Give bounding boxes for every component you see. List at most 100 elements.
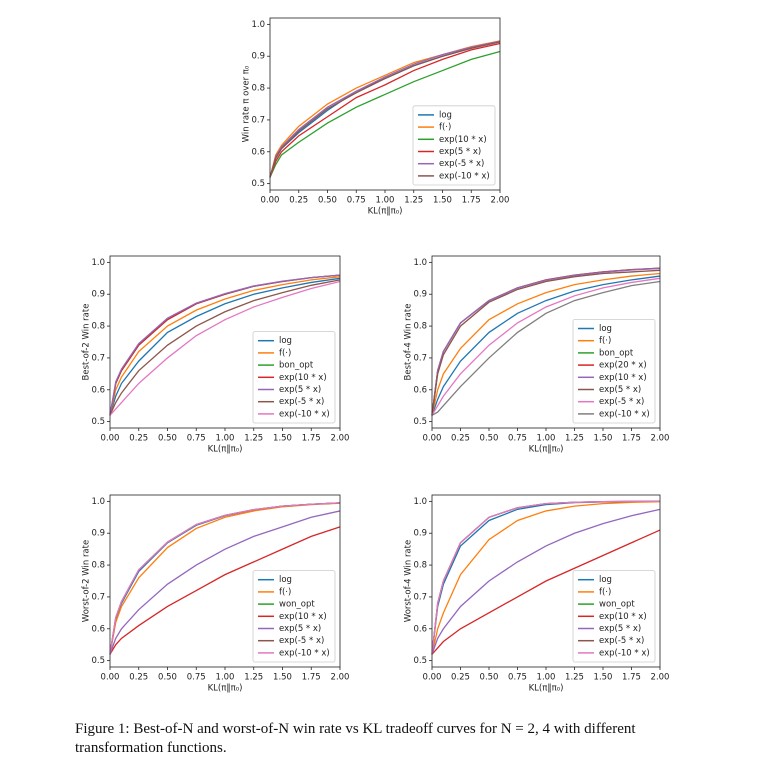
axes-frame: [431, 494, 661, 668]
legend-label: exp(20 * x): [599, 361, 647, 371]
x-tick-label: 0.50: [158, 434, 177, 444]
chart: 0.00 0.25 0.50 0.75 1.00 1.25 1.50 1.75 2.00 0.5 0…: [404, 494, 669, 694]
y-tick-label: 0.7: [91, 353, 105, 363]
x-tick-label: 0.75: [508, 673, 527, 683]
x-tick-label: 0.25: [289, 196, 308, 206]
y-axis-label: Win rate π over π₀: [242, 65, 252, 142]
x-tick-label: 1.25: [244, 434, 263, 444]
y-tick-label: 0.9: [91, 290, 105, 300]
series-line: [431, 277, 661, 416]
series-line: [269, 50, 501, 178]
chart: 0.00 0.25 0.50 0.75 1.00 1.25 1.50 1.75 2.00 0.5 0…: [82, 494, 350, 694]
legend-box: [412, 105, 496, 186]
x-tick-label: 0.50: [318, 196, 337, 206]
x-tick-label: 1.50: [594, 434, 613, 444]
y-tick-label: 0.9: [413, 529, 427, 539]
legend-label: exp(5 * x): [279, 385, 321, 395]
series-line: [109, 280, 341, 416]
legend-label: log: [599, 324, 612, 334]
series-line: [109, 279, 341, 416]
legend-label: exp(-5 * x): [599, 636, 644, 646]
y-tick-label: 0.5: [413, 656, 427, 666]
y-tick-label: 0.6: [413, 385, 427, 395]
y-axis-label: Best-of-2 Win rate: [82, 304, 92, 381]
x-tick-label: 1.75: [302, 673, 321, 683]
x-tick-label: 2.00: [331, 434, 350, 444]
y-tick-label: 1.0: [91, 258, 105, 268]
x-tick-label: 1.25: [244, 673, 263, 683]
x-tick-label: 1.50: [273, 673, 292, 683]
series-line: [109, 526, 341, 655]
legend-label: log: [279, 336, 292, 346]
x-tick-label: 0.00: [261, 196, 280, 206]
x-tick-label: 1.50: [594, 673, 613, 683]
x-tick-label: 0.50: [158, 673, 177, 683]
series-line: [109, 277, 341, 416]
y-axis-label: Worst-of-2 Win rate: [82, 540, 92, 622]
y-tick-label: 0.5: [413, 417, 427, 427]
y-tick-label: 0.7: [413, 353, 427, 363]
x-tick-label: 0.25: [129, 434, 148, 444]
chart: 0.00 0.25 0.50 0.75 1.00 1.25 1.50 1.75 2.00 0.5 0…: [404, 255, 669, 455]
legend-label: won_opt: [599, 600, 635, 610]
figure: 0.00 0.25 0.50 0.75 1.00 1.25 1.50 1.75 2.000.50…: [82, 17, 669, 694]
series-line: [431, 529, 661, 655]
y-tick-label: 0.6: [413, 624, 427, 634]
y-tick-label: 0.8: [251, 84, 265, 94]
y-tick-label: 0.9: [413, 290, 427, 300]
legend-label: exp(10 * x): [439, 135, 487, 145]
series-line: [269, 40, 501, 178]
legend-label: exp(10 * x): [279, 373, 327, 383]
series-line: [109, 276, 341, 416]
series-line: [431, 508, 661, 655]
x-tick-label: 1.00: [216, 434, 235, 444]
x-axis-label: KL(π‖π₀): [208, 684, 243, 694]
series-line: [431, 272, 661, 416]
x-tick-label: 1.00: [376, 196, 395, 206]
series-line: [269, 42, 501, 178]
x-tick-label: 1.75: [302, 434, 321, 444]
series-line: [109, 502, 341, 655]
series-line: [431, 280, 661, 416]
series-line: [269, 41, 501, 178]
series-line: [431, 267, 661, 416]
legend-label: exp(10 * x): [599, 612, 647, 622]
y-tick-label: 0.7: [413, 592, 427, 602]
x-tick-label: 1.25: [565, 434, 584, 444]
x-tick-label: 1.25: [565, 673, 584, 683]
legend-label: f(·): [599, 587, 611, 597]
x-axis-label: KL(π‖π₀): [529, 445, 564, 455]
y-tick-label: 0.8: [413, 322, 427, 332]
x-tick-label: 0.25: [129, 673, 148, 683]
legend-label: exp(-10 * x): [439, 171, 490, 181]
x-axis-label: KL(π‖π₀): [529, 684, 564, 694]
legend-label: exp(-10 * x): [599, 648, 650, 658]
legend-label: log: [599, 575, 612, 585]
x-tick-label: 0.75: [187, 673, 206, 683]
y-tick-label: 0.6: [91, 624, 105, 634]
x-tick-label: 0.25: [451, 434, 470, 444]
y-tick-label: 0.8: [91, 322, 105, 332]
legend-label: bon_opt: [279, 361, 314, 371]
y-tick-label: 0.9: [91, 529, 105, 539]
caption: Figure 1: Best-of-N and worst-of-N win r…: [75, 721, 636, 756]
x-tick-label: 1.75: [462, 196, 481, 206]
chart: 0.00 0.25 0.50 0.75 1.00 1.25 1.50 1.75 2.00 0.5 0…: [242, 17, 509, 217]
y-tick-label: 0.7: [91, 592, 105, 602]
legend-box: [572, 318, 656, 424]
x-tick-label: 0.00: [423, 434, 442, 444]
legend-label: exp(10 * x): [599, 373, 647, 383]
y-tick-label: 0.8: [413, 561, 427, 571]
x-tick-label: 2.00: [331, 673, 350, 683]
axes-frame: [431, 255, 661, 429]
y-tick-label: 0.6: [251, 147, 265, 157]
legend-label: log: [279, 575, 292, 585]
legend-label: exp(10 * x): [279, 612, 327, 622]
x-tick-label: 1.50: [273, 434, 292, 444]
y-tick-label: 0.9: [251, 52, 265, 62]
legend-label: exp(-5 * x): [279, 397, 324, 407]
legend-label: f(·): [599, 336, 611, 346]
x-tick-label: 1.00: [537, 673, 556, 683]
legend-label: exp(-10 * x): [599, 409, 650, 419]
